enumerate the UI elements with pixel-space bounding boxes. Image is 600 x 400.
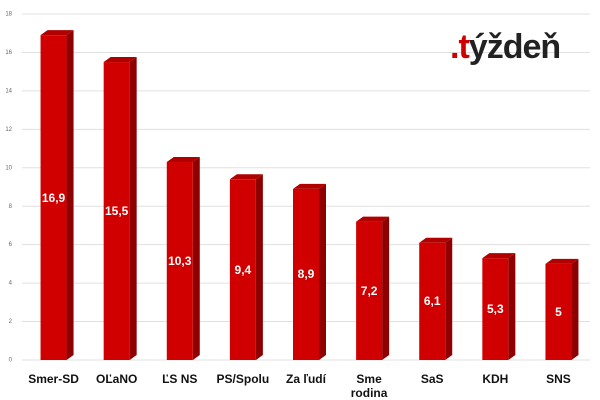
value-label: 6,1 xyxy=(423,294,441,309)
value-label: 15,5 xyxy=(104,204,129,219)
y-tick-label: 6 xyxy=(9,242,13,248)
bar-top xyxy=(103,57,137,63)
y-tick-label: 0 xyxy=(9,358,13,364)
bar-top xyxy=(356,216,390,222)
bar-top xyxy=(166,157,200,163)
logo: .týždeň xyxy=(450,28,561,66)
y-tick-label: 14 xyxy=(5,88,12,94)
value-label: 7,2 xyxy=(360,283,378,298)
bar xyxy=(166,162,193,360)
bar xyxy=(293,188,319,360)
bar xyxy=(482,258,509,360)
bar xyxy=(229,179,256,360)
value-label: 10,3 xyxy=(168,254,192,268)
bar-side xyxy=(66,30,74,361)
y-tick-label: 18 xyxy=(5,12,12,18)
bar-top xyxy=(482,253,516,259)
x-tick-label: SaS xyxy=(420,372,444,386)
value-label: 9,4 xyxy=(234,262,252,277)
x-tick-label: PS/Spolu xyxy=(216,372,270,386)
x-tick-label: Za ľudí xyxy=(286,372,326,386)
bar-side xyxy=(382,216,390,360)
bar-top xyxy=(229,174,263,180)
y-tick-label: 10 xyxy=(5,165,12,171)
x-tick-label: SNS xyxy=(546,372,571,386)
x-tick-label: Smer-SD xyxy=(28,372,79,386)
bar xyxy=(419,242,446,360)
value-label: 5 xyxy=(555,304,562,319)
bar-top xyxy=(293,183,326,189)
x-tick-label: Sme rodina xyxy=(350,372,388,400)
y-tick-label: 8 xyxy=(9,204,13,210)
bar-side xyxy=(319,183,326,360)
bar-side xyxy=(445,237,453,360)
bar-top xyxy=(40,30,74,36)
y-tick-label: 2 xyxy=(9,319,13,325)
bar-side xyxy=(255,174,263,360)
bar xyxy=(356,221,383,360)
bar xyxy=(545,263,572,360)
x-tick-label: KDH xyxy=(482,372,509,386)
bar-side xyxy=(571,258,579,360)
x-tick-label: OĽaNO xyxy=(95,372,138,386)
x-tick-label: ĽS NS xyxy=(162,372,198,386)
bar-side xyxy=(192,157,200,360)
value-label: 8,9 xyxy=(297,267,315,282)
y-tick-label: 4 xyxy=(9,281,13,287)
bar-side xyxy=(129,57,137,361)
bar xyxy=(103,62,130,361)
bar xyxy=(40,35,67,361)
bar-top xyxy=(545,258,579,264)
y-tick-label: 16 xyxy=(5,50,12,56)
y-tick-label: 12 xyxy=(5,127,12,133)
bar-side xyxy=(508,253,516,360)
value-label: 5,3 xyxy=(486,302,504,317)
bar-top xyxy=(419,237,453,243)
value-label: 16,9 xyxy=(41,190,66,205)
